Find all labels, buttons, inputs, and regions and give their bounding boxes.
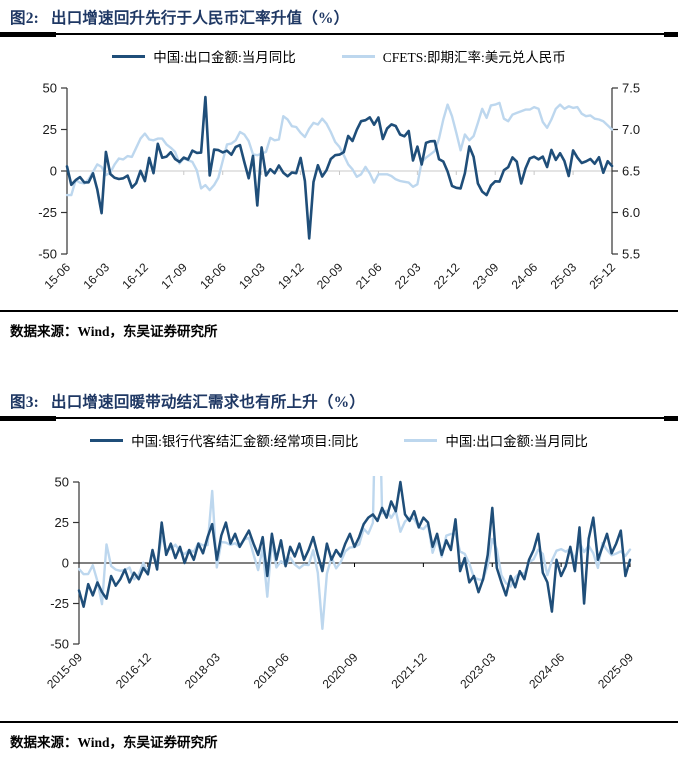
series-line-0 [77, 480, 632, 613]
title-rule [0, 415, 678, 421]
legend-item-export2: 中国:出口金额:当月同比 [404, 430, 588, 450]
left-tick-label: -50 [50, 637, 69, 652]
x-tick-label: 2025-09 [595, 650, 636, 691]
left-tick-label: 0 [62, 556, 69, 571]
x-tick-label: 2016-12 [113, 650, 154, 691]
x-tick-label: 2024-06 [526, 650, 567, 691]
dark-line-swatch-icon [112, 54, 146, 58]
figure-2: 图2: 出口增速回升先行于人民币汇率升值（%） 中国:出口金额:当月同比 CFET… [0, 0, 678, 344]
bottom-rule [0, 721, 678, 723]
bottom-rule [0, 310, 678, 312]
light-line-swatch-icon [404, 438, 438, 442]
title-rule [0, 31, 678, 37]
right-tick-label: 6.5 [622, 164, 640, 179]
x-tick-label: 2020-09 [320, 650, 361, 691]
left-tick-label: 50 [55, 475, 69, 490]
figure-2-title: 图2: 出口增速回升先行于人民币汇率升值（%） [0, 0, 678, 28]
figure-2-legend: 中国:出口金额:当月同比 CFETS:即期汇率:美元兑人民币 [0, 47, 678, 65]
x-tick-label: 25-12 [587, 260, 619, 292]
figure-3-title-text: 出口增速回暖带动结汇需求也有所上升（%） [51, 394, 366, 411]
legend-item-export: 中国:出口金额:当月同比 [112, 46, 296, 66]
left-tick-label: 25 [55, 515, 69, 530]
x-tick-label: 23-09 [470, 260, 502, 292]
x-tick-label: 19-12 [275, 260, 307, 292]
light-line-swatch-icon [341, 54, 375, 58]
legend-label-settlement: 中国:银行代客结汇金额:经常项目:同比 [131, 434, 359, 449]
series-line-1 [65, 101, 614, 197]
series-line-1 [77, 476, 632, 631]
x-tick-label: 25-03 [548, 260, 580, 292]
right-tick-label: 6.0 [622, 205, 640, 220]
figure-3-title: 图3: 出口增速回暖带动结汇需求也有所上升（%） [0, 384, 678, 412]
figure-3: 图3: 出口增速回暖带动结汇需求也有所上升（%） 中国:银行代客结汇金额:经常项目… [0, 384, 678, 755]
x-tick-label: 2018-03 [182, 650, 223, 691]
dark-line-swatch-icon [90, 438, 124, 442]
x-tick-label: 2023-03 [457, 650, 498, 691]
export-vs-cny-line-chart: 15-06 16-03 16-12 17-09 18-06 19-03 19-12 20-09… [38, 81, 640, 292]
x-tick-label: 18-06 [197, 260, 229, 292]
figure-3-number: 图3: [10, 394, 40, 411]
right-tick-label: 7.5 [622, 81, 640, 96]
right-tick-label: 5.5 [622, 247, 640, 262]
legend-label-export: 中国:出口金额:当月同比 [153, 50, 296, 65]
left-tick-label: 0 [50, 164, 57, 179]
source-note: 数据来源：Wind，东吴证券研究所 [10, 324, 218, 339]
left-tick-label: 50 [43, 81, 57, 96]
left-tick-label: -25 [50, 596, 69, 611]
x-tick-label: 21-06 [353, 260, 385, 292]
legend-item-cfets: CFETS:即期汇率:美元兑人民币 [341, 46, 566, 66]
figure-2-number: 图2: [10, 10, 40, 27]
x-tick-label: 15-06 [42, 260, 74, 292]
settlement-vs-export-line-chart: 2015-09 2016-12 2018-03 2019-06 2020-09 2021-… [44, 475, 636, 692]
right-tick-label: 7.0 [622, 122, 640, 137]
left-tick-label: -50 [38, 247, 57, 262]
x-tick-label: 2019-06 [251, 650, 292, 691]
x-tick-label: 16-12 [119, 260, 151, 292]
x-tick-label: 22-12 [431, 260, 463, 292]
figure-2-title-text: 出口增速回升先行于人民币汇率升值（%） [51, 10, 350, 27]
x-tick-label: 17-09 [158, 260, 190, 292]
x-tick-label: 19-03 [236, 260, 268, 292]
left-tick-label: -25 [38, 205, 57, 220]
x-tick-label: 16-03 [80, 260, 112, 292]
legend-item-settlement: 中国:银行代客结汇金额:经常项目:同比 [90, 430, 358, 450]
x-tick-label: 24-06 [509, 260, 541, 292]
x-tick-label: 22-03 [392, 260, 424, 292]
series-line-0 [65, 95, 614, 240]
x-tick-label: 2015-09 [44, 650, 85, 691]
x-tick-label: 20-09 [314, 260, 346, 292]
source-note: 数据来源：Wind，东吴证券研究所 [10, 735, 218, 750]
figure-3-legend: 中国:银行代客结汇金额:经常项目:同比 中国:出口金额:当月同比 [0, 431, 678, 449]
left-tick-label: 25 [43, 122, 57, 137]
x-tick-label: 2021-12 [388, 650, 429, 691]
legend-label-cfets: CFETS:即期汇率:美元兑人民币 [382, 50, 566, 65]
legend-label-export2: 中国:出口金额:当月同比 [445, 434, 588, 449]
